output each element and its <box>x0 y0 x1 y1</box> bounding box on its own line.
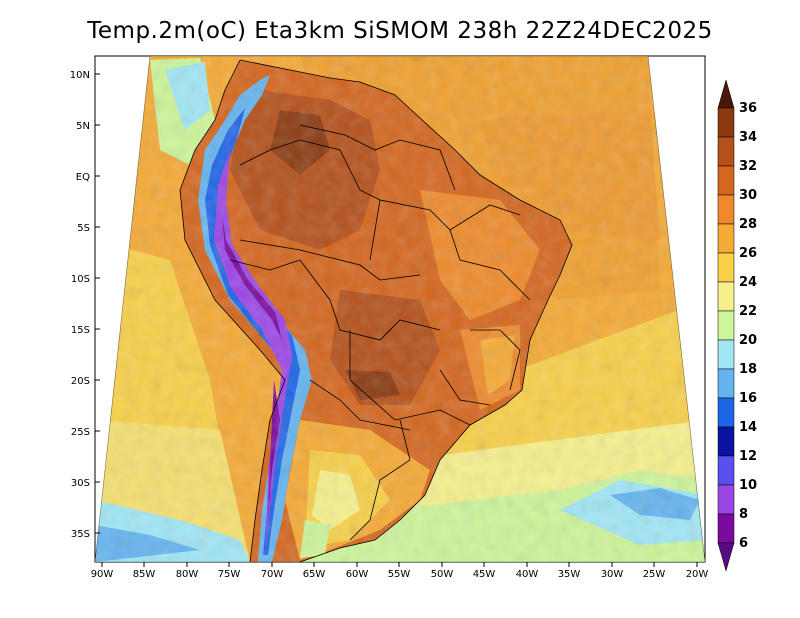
lon-tick-label: 75W <box>218 569 241 580</box>
lat-tick-label: 10N <box>70 70 90 81</box>
colorbar-swatch <box>717 252 735 283</box>
colorbar-level-label: 12 <box>739 449 757 464</box>
lon-tick-label: 70W <box>261 569 284 580</box>
lon-tick-label: 30W <box>601 569 624 580</box>
lon-tick-label: 80W <box>176 569 199 580</box>
colorbar-level-label: 18 <box>739 362 757 377</box>
colorbar-bottom-arrow <box>717 542 735 572</box>
colorbar-swatch <box>717 339 735 370</box>
colorbar-top-arrow <box>717 79 735 109</box>
colorbar-swatch <box>717 484 735 515</box>
longitude-axis: 90W 85W 80W 75W 70W 65W 60W 55W 50W 45W … <box>91 569 709 580</box>
colorbar-swatch <box>717 223 735 254</box>
colorbar-level-label: 8 <box>739 507 748 522</box>
colorbar-swatch <box>717 165 735 196</box>
lon-tick-label: 50W <box>431 569 454 580</box>
lon-tick-label: 55W <box>388 569 411 580</box>
map-title: Temp.2m(oC) Eta3km SiSMOM 238h 22Z24DEC2… <box>87 18 713 44</box>
lat-tick-label: 15S <box>71 325 90 336</box>
lon-tick-label: 45W <box>473 569 496 580</box>
lat-tick-label: 10S <box>71 274 90 285</box>
lat-tick-label: 20S <box>71 376 90 387</box>
model-domain-outline <box>94 55 706 563</box>
colorbar-swatch <box>717 368 735 399</box>
colorbar-level-label: 26 <box>739 246 757 261</box>
colorbar-swatch <box>717 281 735 312</box>
colorbar-swatch <box>717 136 735 167</box>
colorbar-level-label: 34 <box>739 130 757 145</box>
lon-tick-label: 20W <box>686 569 709 580</box>
colorbar: 36 34 32 30 28 26 24 22 20 18 16 14 12 10 8 6 <box>717 79 757 572</box>
lat-tick-label: 35S <box>71 529 90 540</box>
lon-tick-label: 60W <box>346 569 369 580</box>
colorbar-level-label: 22 <box>739 304 757 319</box>
colorbar-level-label: 16 <box>739 391 757 406</box>
colorbar-swatch <box>717 397 735 428</box>
colorbar-level-label: 14 <box>739 420 757 435</box>
colorbar-level-label: 10 <box>739 478 757 493</box>
colorbar-swatch <box>717 513 735 544</box>
lon-tick-label: 90W <box>91 569 114 580</box>
lat-tick-label: 5S <box>77 223 90 234</box>
colorbar-level-label: 28 <box>739 217 757 232</box>
lat-tick-label: 5N <box>76 121 90 132</box>
colorbar-level-label: 24 <box>739 275 757 290</box>
colorbar-swatch <box>717 426 735 457</box>
colorbar-level-label: 36 <box>739 101 757 116</box>
lon-tick-label: 35W <box>558 569 581 580</box>
longitude-ticks <box>101 562 698 567</box>
colorbar-swatch <box>717 310 735 341</box>
latitude-axis: 10N 5N EQ 5S 10S 15S 20S 25S 30S 35S <box>70 70 90 540</box>
colorbar-swatch <box>717 455 735 486</box>
colorbar-swatch <box>717 194 735 225</box>
lat-tick-label: EQ <box>76 172 90 183</box>
lon-tick-label: 25W <box>643 569 666 580</box>
colorbar-level-label: 6 <box>739 536 748 551</box>
colorbar-level-label: 32 <box>739 159 757 174</box>
colorbar-swatch <box>717 107 735 138</box>
political-borders <box>179 59 573 563</box>
lon-tick-label: 85W <box>133 569 156 580</box>
temperature-field <box>95 56 705 562</box>
latitude-ticks <box>95 73 100 534</box>
colorbar-level-label: 30 <box>739 188 757 203</box>
lat-tick-label: 30S <box>71 478 90 489</box>
colorbar-level-label: 20 <box>739 333 757 348</box>
lon-tick-label: 65W <box>303 569 326 580</box>
lon-tick-label: 40W <box>516 569 539 580</box>
lat-tick-label: 25S <box>71 427 90 438</box>
